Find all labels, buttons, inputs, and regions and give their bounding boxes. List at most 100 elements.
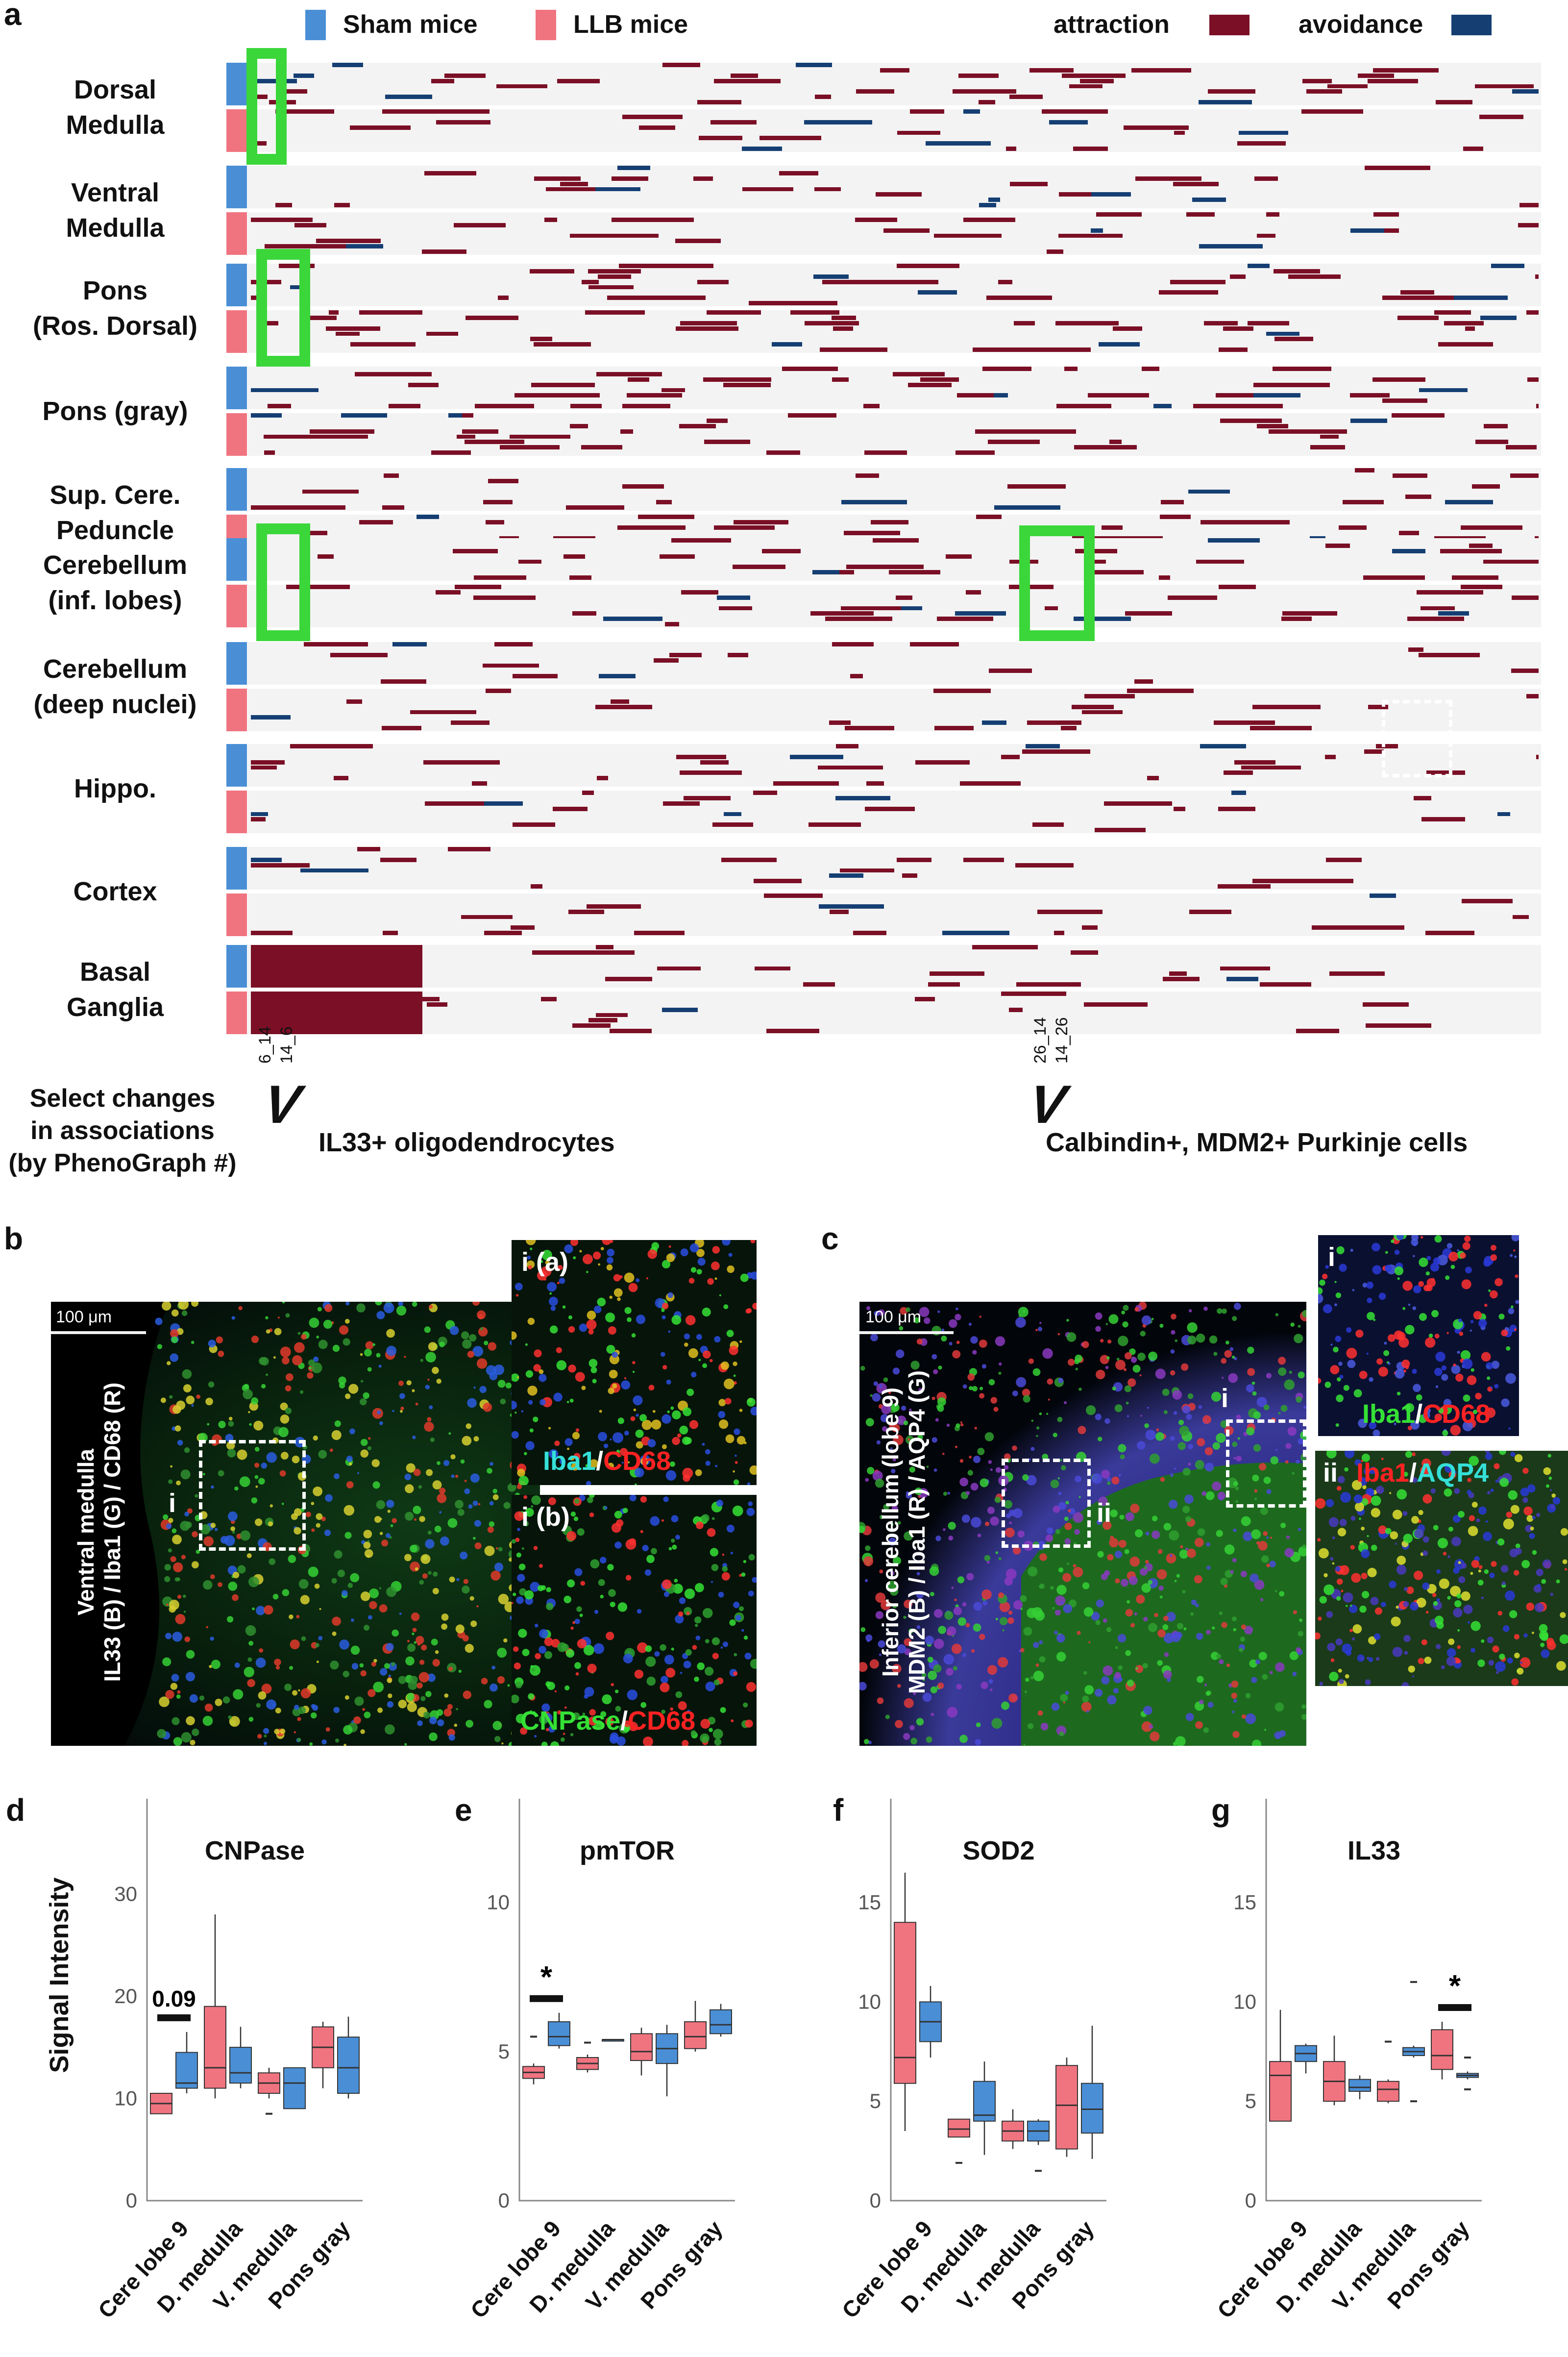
highlight-box-dorsal-medulla xyxy=(246,48,287,165)
heatmap-cell xyxy=(1320,434,1339,439)
heatmap-cell xyxy=(251,505,314,510)
heatmap-cell xyxy=(334,203,350,207)
heatmap-band-llb xyxy=(247,109,1541,152)
ventral-medulla-line1: Ventral medulla xyxy=(73,1449,98,1616)
heatmap-cell xyxy=(570,404,602,408)
heatmap-band-llb xyxy=(247,413,1541,456)
heatmap-cell xyxy=(416,515,439,519)
sham-legend-swatch xyxy=(305,10,326,40)
heatmap-cell xyxy=(408,382,439,387)
roi-label-ii: ii xyxy=(1097,1498,1112,1528)
heatmap-cell xyxy=(251,765,277,770)
heatmap-cell xyxy=(915,996,935,1001)
group-marker-llb xyxy=(226,109,247,152)
heatmap-cell xyxy=(1497,812,1510,817)
group-marker-llb xyxy=(226,893,247,936)
heatmap-cell xyxy=(1026,347,1091,352)
heatmap-cell xyxy=(457,434,475,439)
y-tick-label: 10 xyxy=(487,1891,510,1914)
heatmap-cell xyxy=(500,445,560,450)
group-marker-llb xyxy=(226,689,247,731)
heatmap-cell xyxy=(1266,331,1299,336)
heatmap-cell xyxy=(979,203,996,207)
y-tick-label: 15 xyxy=(1233,1891,1256,1914)
row-label-line1: Basal xyxy=(79,957,151,987)
row-label-1: Ventral Medulla xyxy=(0,175,230,246)
heatmap-cell xyxy=(826,611,874,616)
heatmap-cell xyxy=(1362,925,1404,930)
heatmap-cell xyxy=(976,515,1002,519)
heatmap-cell xyxy=(276,89,307,94)
heatmap-cell xyxy=(588,1018,617,1023)
row-label-9: Basal Ganglia xyxy=(0,954,230,1025)
row-label-line1: Dorsal xyxy=(74,75,157,104)
heatmap-cell xyxy=(844,530,900,535)
highlight-box-pons-dorsal xyxy=(256,249,310,367)
heatmap-cell xyxy=(377,125,411,130)
heatmap-cell xyxy=(569,575,591,580)
heatmap-cell xyxy=(1244,520,1290,524)
boxplot-title: pmTOR xyxy=(579,1836,675,1865)
heatmap-cell xyxy=(382,726,421,730)
heatmap-cell xyxy=(1124,125,1189,130)
boxplot-title: SOD2 xyxy=(962,1836,1035,1865)
heatmap-cell xyxy=(768,301,822,305)
heatmap-cell xyxy=(1009,585,1054,589)
heatmap-cell xyxy=(1469,543,1493,548)
group-marker-llb xyxy=(226,992,247,1034)
heatmap-cell xyxy=(671,538,731,543)
heatmap-cell xyxy=(431,450,471,455)
heatmap-cell xyxy=(275,109,334,114)
boxplot-e: 0 5 10 * xyxy=(487,1799,735,2212)
marker-cd68: CD68 xyxy=(628,1706,696,1736)
heatmap-band-sham xyxy=(247,642,1541,685)
heatmap-cell xyxy=(866,781,884,786)
heatmap-cell xyxy=(1125,611,1172,616)
heatmap-cell xyxy=(662,1007,698,1012)
heatmap-cell xyxy=(572,1023,611,1028)
heatmap-cell xyxy=(486,689,511,693)
inset-b-i-a-markers: Iba1/CD68 xyxy=(543,1446,671,1476)
box-g-3-1 xyxy=(1456,2057,1479,2090)
heatmap-cell xyxy=(483,500,513,505)
heatmap-cell xyxy=(1254,176,1278,181)
heatmap-cell xyxy=(812,570,839,575)
axis-line xyxy=(146,1799,363,2202)
heatmap-cell xyxy=(896,595,912,600)
heatmap-cell xyxy=(955,611,1006,616)
heatmap-cell xyxy=(465,440,524,445)
box-f-1-0 xyxy=(948,2118,970,2164)
heatmap-cell xyxy=(762,548,801,553)
y-tick-label: 0 xyxy=(1245,2189,1256,2212)
row-label-line2: (inf. lobes) xyxy=(48,586,182,615)
y-tick-label: 10 xyxy=(1233,1990,1256,2013)
heatmap-cell xyxy=(1519,203,1539,207)
heatmap-cell xyxy=(832,315,856,320)
marker-iba1: Iba1 xyxy=(1356,1458,1410,1488)
heatmap-cell xyxy=(1434,296,1454,300)
row-label-8: Cortex xyxy=(0,874,230,909)
heatmap-cell xyxy=(1220,418,1282,423)
heatmap-cell xyxy=(453,548,463,553)
heatmap-cell xyxy=(1312,925,1362,930)
heatmap-cell xyxy=(553,536,595,541)
heatmap-cell xyxy=(531,884,542,889)
heatmap-cell xyxy=(617,166,650,170)
heatmap-cell xyxy=(1325,543,1350,548)
heatmap-cell xyxy=(1221,404,1283,408)
heatmap-cell xyxy=(638,515,694,519)
ventral-medulla-micrograph: 100 μm Ventral medulla IL33 (B) / Iba1 (… xyxy=(51,1302,540,1746)
heatmap-cell xyxy=(953,89,974,94)
heatmap-cell xyxy=(294,223,326,227)
heatmap-cell xyxy=(642,372,662,376)
box-d-3-1 xyxy=(337,2016,360,2099)
heatmap-cell xyxy=(1329,971,1385,976)
heatmap-cell xyxy=(1454,296,1508,300)
heatmap-cell xyxy=(1350,418,1387,423)
heatmap-cell xyxy=(835,795,890,800)
heatmap-cell xyxy=(1282,611,1337,616)
heatmap-cell xyxy=(1417,590,1483,595)
heatmap-cell xyxy=(406,996,440,1001)
heatmap-cell xyxy=(1022,749,1061,754)
heatmap-cell xyxy=(764,893,823,898)
